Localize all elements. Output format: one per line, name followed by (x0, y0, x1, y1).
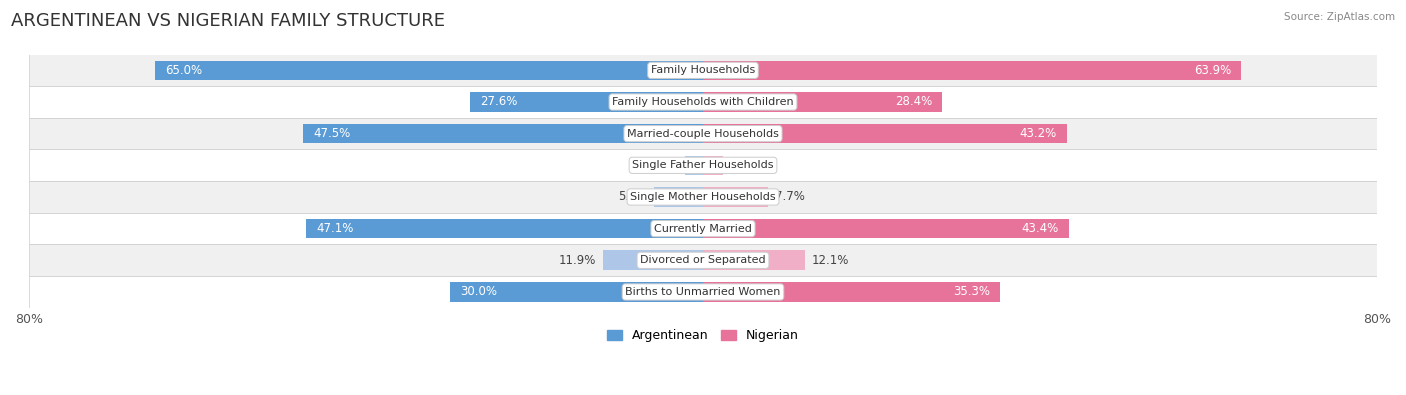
Text: 43.4%: 43.4% (1021, 222, 1059, 235)
Text: ARGENTINEAN VS NIGERIAN FAMILY STRUCTURE: ARGENTINEAN VS NIGERIAN FAMILY STRUCTURE (11, 12, 446, 30)
Text: Currently Married: Currently Married (654, 224, 752, 234)
Bar (703, 92, 942, 112)
Text: 2.4%: 2.4% (730, 159, 759, 172)
Text: Family Households with Children: Family Households with Children (612, 97, 794, 107)
Text: 12.1%: 12.1% (811, 254, 849, 267)
Text: 65.0%: 65.0% (166, 64, 202, 77)
Text: 28.4%: 28.4% (894, 96, 932, 109)
Bar (703, 219, 1069, 239)
Bar (302, 124, 703, 143)
Bar (450, 282, 703, 302)
Bar (703, 282, 1001, 302)
Bar (603, 250, 703, 270)
Bar (30, 86, 1376, 118)
Text: 5.8%: 5.8% (617, 190, 647, 203)
Text: 47.1%: 47.1% (316, 222, 354, 235)
Bar (703, 187, 768, 207)
Text: Births to Unmarried Women: Births to Unmarried Women (626, 287, 780, 297)
Bar (471, 92, 703, 112)
Text: 47.5%: 47.5% (314, 127, 350, 140)
Text: 11.9%: 11.9% (558, 254, 596, 267)
Legend: Argentinean, Nigerian: Argentinean, Nigerian (602, 324, 804, 347)
Text: 35.3%: 35.3% (953, 286, 990, 299)
Bar (30, 118, 1376, 149)
Bar (703, 124, 1067, 143)
Text: Source: ZipAtlas.com: Source: ZipAtlas.com (1284, 12, 1395, 22)
Bar (654, 187, 703, 207)
Text: 2.1%: 2.1% (648, 159, 679, 172)
Text: 43.2%: 43.2% (1019, 127, 1057, 140)
Bar (703, 156, 723, 175)
Text: Single Mother Households: Single Mother Households (630, 192, 776, 202)
Bar (703, 60, 1241, 80)
Bar (156, 60, 703, 80)
Bar (30, 55, 1376, 86)
Text: Family Households: Family Households (651, 65, 755, 75)
Text: Married-couple Households: Married-couple Households (627, 129, 779, 139)
Bar (703, 250, 806, 270)
Bar (30, 213, 1376, 245)
Bar (30, 276, 1376, 308)
Text: 7.7%: 7.7% (775, 190, 804, 203)
Bar (30, 245, 1376, 276)
Bar (30, 181, 1376, 213)
Bar (685, 156, 703, 175)
Text: 27.6%: 27.6% (481, 96, 517, 109)
Text: 30.0%: 30.0% (460, 286, 498, 299)
Text: 63.9%: 63.9% (1194, 64, 1232, 77)
Text: Divorced or Separated: Divorced or Separated (640, 255, 766, 265)
Bar (307, 219, 703, 239)
Bar (30, 149, 1376, 181)
Text: Single Father Households: Single Father Households (633, 160, 773, 170)
